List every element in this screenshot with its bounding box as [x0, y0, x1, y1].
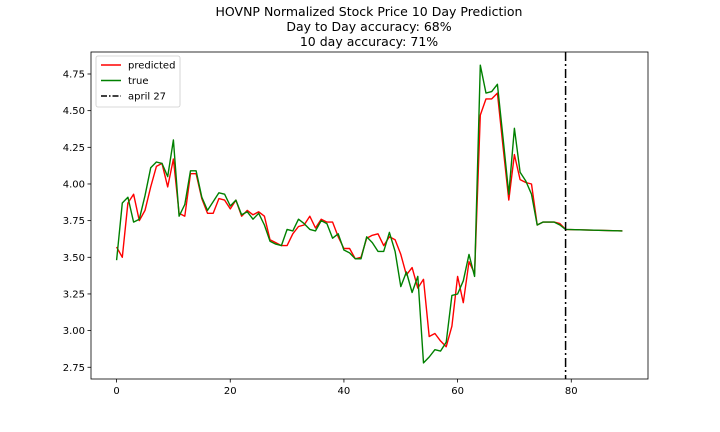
y-tick-label: 3.75: [63, 216, 85, 227]
x-tick-label: 80: [565, 386, 578, 397]
series-lines: [115, 64, 623, 364]
legend-label: predicted: [128, 61, 175, 72]
axis-ticks: 0 20 40 60 80 2.75 3.00 3.25 3.50 3.75 4.00 4.25 4.5…: [63, 69, 578, 397]
x-tick-label: 40: [338, 386, 351, 397]
y-tick-label: 4.25: [63, 143, 85, 154]
x-tick-label: 20: [224, 386, 237, 397]
title-line-3: 10 day accuracy: 71%: [300, 34, 438, 49]
legend: predicted true april 27: [95, 55, 181, 108]
y-tick-label: 4.50: [63, 106, 85, 117]
title-line-2: Day to Day accuracy: 68%: [286, 19, 451, 34]
y-tick-label: 4.75: [63, 69, 85, 80]
legend-label: true: [128, 76, 149, 87]
title-line-1: HOVNP Normalized Stock Price 10 Day Pred…: [216, 4, 523, 19]
y-tick-label: 3.00: [63, 326, 85, 337]
legend-box: [95, 55, 181, 108]
x-tick-label: 0: [113, 386, 119, 397]
y-tick-label: 3.50: [63, 253, 85, 264]
series-line-predicted: [115, 92, 623, 348]
plot-frame: [90, 51, 649, 380]
series-line-true: [115, 64, 623, 364]
chart-title: HOVNP Normalized Stock Price 10 Day Pred…: [216, 4, 523, 49]
legend-label: april 27: [128, 92, 166, 103]
y-tick-label: 4.00: [63, 179, 85, 190]
y-tick-label: 3.25: [63, 289, 85, 300]
y-tick-label: 2.75: [63, 363, 85, 374]
x-tick-label: 60: [451, 386, 464, 397]
